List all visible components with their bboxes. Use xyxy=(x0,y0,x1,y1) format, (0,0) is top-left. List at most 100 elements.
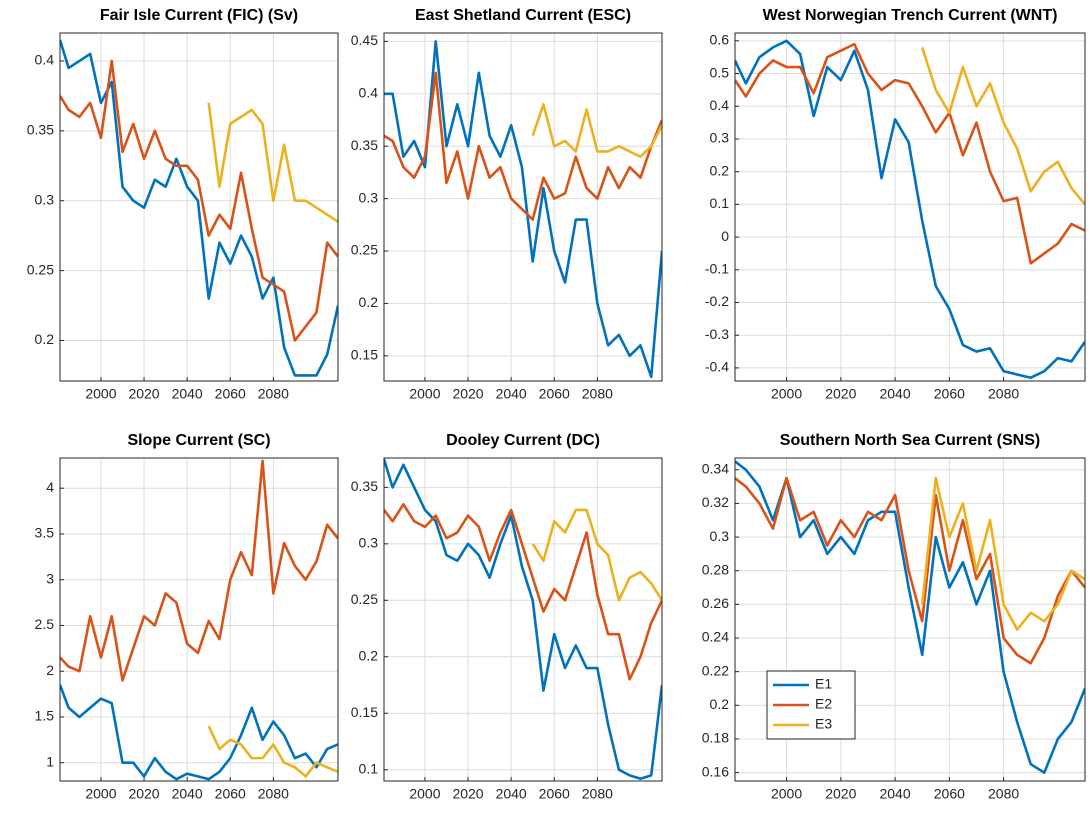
plot-area xyxy=(60,458,338,781)
x-tick-label: 2060 xyxy=(215,386,246,402)
y-tick-label: 0.3 xyxy=(710,528,730,544)
panel: 0.2 0.25 0.3 0.35 0.4 2000 2020 2040 2060 2080 Fai… xyxy=(27,7,339,402)
x-tick-label: 2060 xyxy=(539,386,570,402)
axes-box xyxy=(383,457,663,782)
y-tick-label: 0.1 xyxy=(359,760,379,776)
legend-label: E3 xyxy=(815,716,832,732)
chart-title: Fair Isle Current (FIC) (Sv) xyxy=(100,7,298,24)
panel: 0.15 0.2 0.25 0.3 0.35 0.4 0.45 2000 2020 2040 206… xyxy=(351,7,663,402)
y-tick-label: 0.5 xyxy=(710,64,730,80)
chart-title: Slope Current (SC) xyxy=(127,432,270,449)
axes-box xyxy=(59,32,339,382)
lines xyxy=(384,458,662,781)
axes-box xyxy=(734,457,1086,782)
y-tick-label: 0.3 xyxy=(359,535,379,551)
y-tick-label: 0.15 xyxy=(351,347,378,363)
x-tick-label: 2080 xyxy=(988,386,1019,402)
x-tick-label: 2020 xyxy=(452,786,483,802)
chart-title: West Norwegian Trench Current (WNT) xyxy=(763,7,1058,24)
y-tick-label: 3 xyxy=(46,570,54,586)
series-line xyxy=(207,725,338,778)
y-tick-label: 0.18 xyxy=(702,730,729,746)
series-line xyxy=(531,102,662,158)
series-line xyxy=(735,460,1085,774)
x-tick-label: 2040 xyxy=(172,386,203,402)
y-tick-label: 3.5 xyxy=(35,525,55,541)
x-tick-label: 2080 xyxy=(582,386,613,402)
y-tick-label: 0.2 xyxy=(359,294,379,310)
y-tick-label: 2.5 xyxy=(35,616,55,632)
lines xyxy=(60,39,338,377)
x-tick-label: 2020 xyxy=(452,386,483,402)
series-line xyxy=(384,458,662,781)
series-line xyxy=(60,684,338,781)
x-tick-label: 2020 xyxy=(128,386,159,402)
legend: E1 E2 E3 xyxy=(766,670,856,740)
chart-title: Southern North Sea Current (SNS) xyxy=(780,432,1040,449)
x-tick-label: 2060 xyxy=(934,386,965,402)
panel: 0.16 0.18 0.2 0.22 0.24 0.26 0.28 0.3 0.32 0.34 20… xyxy=(702,432,1086,802)
y-tick-label: 0.3 xyxy=(359,189,379,205)
x-tick-label: 2060 xyxy=(539,786,570,802)
y-tick-label: 0.25 xyxy=(27,261,54,277)
lines xyxy=(735,460,1085,774)
chart-title: Dooley Current (DC) xyxy=(446,432,600,449)
series-line xyxy=(920,476,1085,631)
y-tick-label: 0 xyxy=(721,228,729,244)
x-tick-label: 2080 xyxy=(988,786,1019,802)
y-tick-label: 2 xyxy=(46,662,54,678)
series-line xyxy=(384,71,662,221)
y-tick-label: 0.35 xyxy=(351,137,378,153)
plot-area xyxy=(384,33,662,381)
x-tick-label: 2000 xyxy=(409,786,440,802)
axes-box xyxy=(734,32,1086,382)
x-tick-label: 2000 xyxy=(85,786,116,802)
plot-area xyxy=(735,33,1085,381)
legend-label: E2 xyxy=(815,696,832,712)
y-tick-label: 0.15 xyxy=(351,704,378,720)
y-tick-label: -0.2 xyxy=(705,293,729,309)
y-tick-label: -0.3 xyxy=(705,326,729,342)
x-tick-label: 2000 xyxy=(409,386,440,402)
y-tick-label: 0.22 xyxy=(702,662,729,678)
axes-box xyxy=(383,32,663,382)
y-tick-label: 0.3 xyxy=(35,191,55,207)
y-tick-label: 0.28 xyxy=(702,561,729,577)
y-tick-label: 0.4 xyxy=(710,97,730,113)
series-line xyxy=(60,459,338,682)
x-tick-label: 2040 xyxy=(879,386,910,402)
panel: 1 1.5 2 2.5 3 3.5 4 2000 2020 2040 2060 2080 Slope C… xyxy=(35,432,339,802)
y-tick-label: 0.25 xyxy=(351,591,378,607)
x-tick-label: 2000 xyxy=(771,386,802,402)
y-tick-label: 4 xyxy=(46,479,54,495)
series-line xyxy=(735,476,1085,665)
series-line xyxy=(735,39,1085,380)
y-tick-label: 0.32 xyxy=(702,494,729,510)
y-tick-label: 0.2 xyxy=(710,162,730,178)
x-tick-label: 2060 xyxy=(934,786,965,802)
panel: -0.4 -0.3 -0.2 -0.1 0 0.1 0.2 0.3 0.4 0.5 0.6 2000 2… xyxy=(705,7,1086,402)
y-tick-label: -0.1 xyxy=(705,261,729,277)
lines xyxy=(735,39,1085,380)
y-tick-label: 0.35 xyxy=(351,478,378,494)
y-tick-label: 0.1 xyxy=(710,195,730,211)
y-tick-label: 0.26 xyxy=(702,595,729,611)
y-tick-label: 0.35 xyxy=(27,122,54,138)
x-tick-label: 2020 xyxy=(825,386,856,402)
x-tick-label: 2000 xyxy=(85,386,116,402)
chart-title: East Shetland Current (ESC) xyxy=(415,7,631,24)
x-tick-label: 2080 xyxy=(258,386,289,402)
y-tick-label: 0.3 xyxy=(710,130,730,146)
series-line xyxy=(920,46,1085,206)
series-line xyxy=(384,503,662,681)
y-tick-label: 0.25 xyxy=(351,242,378,258)
y-tick-label: 0.16 xyxy=(702,763,729,779)
x-tick-label: 2040 xyxy=(879,786,910,802)
y-tick-label: 0.2 xyxy=(710,696,730,712)
lines xyxy=(60,459,338,781)
y-tick-label: 0.34 xyxy=(702,460,729,476)
y-tick-label: 0.6 xyxy=(710,32,730,48)
y-tick-label: 0.4 xyxy=(35,52,55,68)
y-tick-label: 1.5 xyxy=(35,708,55,724)
series-line xyxy=(531,508,662,602)
